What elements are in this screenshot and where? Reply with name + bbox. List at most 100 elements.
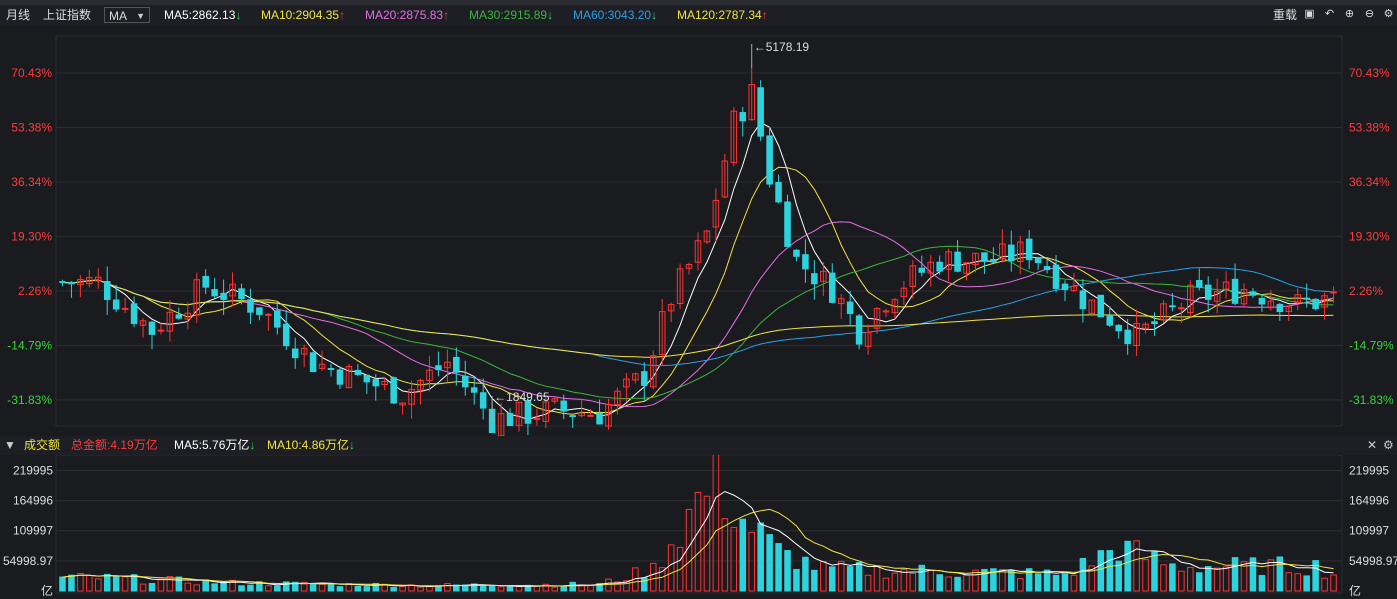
candle[interactable]	[828, 272, 836, 303]
candle[interactable]	[694, 240, 702, 263]
candle[interactable]	[909, 265, 917, 288]
candle[interactable]	[1303, 297, 1310, 300]
candle[interactable]	[479, 392, 487, 409]
candle[interactable]	[506, 412, 514, 426]
restore-button[interactable]: 重载	[1273, 8, 1298, 22]
candle[interactable]	[274, 310, 281, 328]
volume-bar[interactable]	[166, 576, 174, 592]
candle[interactable]	[291, 348, 299, 359]
volume-bar[interactable]	[1115, 560, 1122, 592]
candle[interactable]	[596, 412, 603, 425]
volume-bar[interactable]	[399, 586, 406, 592]
volume-bar[interactable]	[193, 584, 201, 592]
candle[interactable]	[766, 135, 773, 185]
volume-bar[interactable]	[542, 583, 550, 592]
candle[interactable]	[802, 254, 809, 270]
volume-bar[interactable]	[855, 562, 863, 592]
candle[interactable]	[820, 270, 827, 282]
volume-bar[interactable]	[1088, 565, 1096, 592]
volume-bar[interactable]	[426, 585, 433, 592]
candle[interactable]	[193, 279, 201, 316]
volume-bar[interactable]	[1240, 561, 1248, 592]
volume-bar[interactable]	[1249, 557, 1257, 592]
volume-bar[interactable]	[202, 579, 209, 592]
candle[interactable]	[560, 400, 568, 412]
volume-bar[interactable]	[1213, 567, 1221, 592]
candle[interactable]	[59, 281, 66, 284]
candle[interactable]	[86, 277, 93, 285]
volume-bar[interactable]	[1124, 540, 1131, 592]
volume-bar[interactable]	[68, 574, 75, 592]
volume-bar[interactable]	[981, 568, 988, 592]
volume-bar[interactable]	[1133, 540, 1140, 592]
candle[interactable]	[1330, 291, 1337, 294]
candle[interactable]	[1178, 307, 1185, 310]
candle[interactable]	[1052, 264, 1060, 289]
candle[interactable]	[730, 110, 738, 164]
candle[interactable]	[846, 301, 854, 314]
candle[interactable]	[658, 311, 666, 356]
volume-bar[interactable]	[274, 585, 281, 592]
volume-chart[interactable]: 219995 219995 164996 164996 109997 109997 5499…	[0, 455, 1397, 599]
price-chart[interactable]: 70.43% 70.43% 53.38% 53.38% 36.34% 36.34% 19.3…	[0, 26, 1397, 436]
volume-bar[interactable]	[936, 574, 943, 592]
gear-icon[interactable]: ⚙	[1383, 438, 1394, 452]
candle[interactable]	[999, 243, 1006, 260]
candle[interactable]	[990, 258, 997, 263]
volume-bar[interactable]	[497, 586, 505, 592]
candle[interactable]	[220, 292, 227, 300]
volume-bar[interactable]	[77, 573, 84, 592]
candle[interactable]	[139, 320, 147, 326]
candle[interactable]	[1312, 298, 1319, 310]
candle[interactable]	[1151, 321, 1158, 325]
volume-bar[interactable]	[363, 586, 371, 592]
volume-bar[interactable]	[103, 573, 111, 592]
volume-bar[interactable]	[1079, 557, 1087, 592]
candle[interactable]	[1124, 329, 1131, 345]
volume-bar[interactable]	[139, 583, 147, 592]
candle[interactable]	[1249, 291, 1257, 296]
candle[interactable]	[1043, 266, 1051, 271]
volume-bar[interactable]	[211, 583, 218, 592]
candle[interactable]	[1160, 303, 1167, 321]
volume-bar[interactable]	[721, 518, 729, 592]
candle[interactable]	[327, 367, 335, 370]
candle[interactable]	[757, 87, 764, 137]
candle[interactable]	[1195, 280, 1203, 288]
volume-bar[interactable]	[1151, 551, 1158, 592]
candle[interactable]	[1142, 323, 1149, 329]
candle[interactable]	[784, 201, 791, 247]
volume-bar[interactable]	[694, 491, 702, 592]
candle[interactable]	[739, 112, 747, 122]
volume-bar[interactable]	[1285, 572, 1293, 592]
candle[interactable]	[945, 251, 952, 270]
candle[interactable]	[318, 363, 326, 369]
volume-bar[interactable]	[318, 583, 326, 592]
candle[interactable]	[121, 307, 129, 310]
candle[interactable]	[1088, 299, 1096, 314]
volume-bar[interactable]	[560, 585, 568, 592]
volume-bar[interactable]	[327, 582, 335, 592]
candle[interactable]	[927, 261, 935, 274]
volume-bar[interactable]	[300, 581, 308, 592]
candle[interactable]	[390, 377, 397, 404]
undo-icon[interactable]: ↶	[1324, 8, 1335, 20]
candle[interactable]	[112, 299, 120, 310]
candle[interactable]	[202, 275, 209, 288]
candle[interactable]	[399, 402, 406, 406]
volume-bar[interactable]	[1303, 575, 1310, 592]
candle[interactable]	[855, 315, 863, 345]
volume-bar[interactable]	[1321, 577, 1328, 592]
volume-bar[interactable]	[793, 568, 800, 592]
volume-bar[interactable]	[676, 546, 684, 592]
candle[interactable]	[864, 331, 872, 347]
volume-bar[interactable]	[596, 583, 603, 592]
volume-bar[interactable]	[1231, 557, 1239, 592]
candle[interactable]	[453, 356, 460, 373]
volume-bar[interactable]	[945, 576, 952, 592]
candle[interactable]	[1097, 294, 1105, 318]
volume-bar[interactable]	[1016, 578, 1024, 592]
candle[interactable]	[345, 365, 353, 389]
candle[interactable]	[703, 230, 711, 243]
candle[interactable]	[157, 329, 165, 332]
